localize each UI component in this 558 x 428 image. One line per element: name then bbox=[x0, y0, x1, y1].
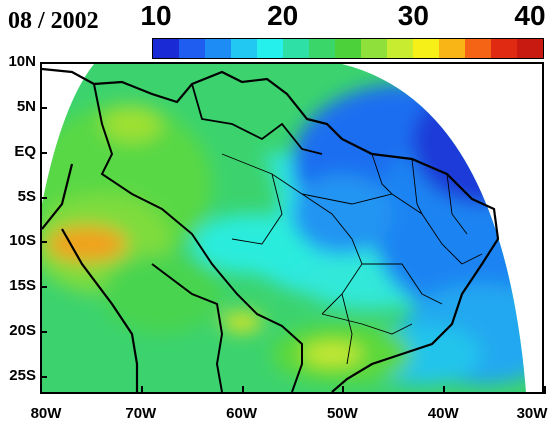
longitude-tick bbox=[241, 386, 244, 394]
colorbar bbox=[152, 38, 544, 59]
guianas-border bbox=[191, 83, 323, 155]
date-label: 08 / 2002 bbox=[8, 8, 99, 34]
latitude-label: 25S bbox=[9, 367, 36, 385]
longitude-tick bbox=[443, 386, 446, 394]
colorbar-tick-label: 20 bbox=[267, 0, 299, 31]
longitude-label: 70W bbox=[125, 405, 157, 422]
longitude-tick bbox=[544, 386, 546, 394]
states bbox=[221, 153, 483, 365]
latitude-label: EQ bbox=[14, 142, 36, 160]
latitude-label: 15S bbox=[9, 277, 36, 295]
latitude-tick bbox=[40, 106, 47, 109]
longitude-tick bbox=[40, 386, 42, 394]
longitude-label: 50W bbox=[326, 405, 358, 422]
andes-border bbox=[93, 83, 303, 392]
latitude-label: 10N bbox=[8, 53, 36, 70]
bolivia-border bbox=[151, 263, 224, 392]
colorbar-tick-label: 40 bbox=[514, 0, 546, 31]
latitude-label: 10S bbox=[9, 232, 36, 250]
borders bbox=[42, 67, 500, 392]
latitude-label: 5N bbox=[16, 97, 36, 115]
longitude-tick bbox=[140, 386, 143, 394]
longitude-label: 40W bbox=[427, 405, 459, 422]
coastline bbox=[42, 67, 500, 392]
latitude-tick bbox=[40, 62, 47, 64]
latitude-tick bbox=[40, 241, 47, 244]
longitude-tick bbox=[342, 386, 345, 394]
map-svg bbox=[42, 64, 542, 392]
latitude-tick bbox=[40, 196, 47, 199]
latitude-tick bbox=[40, 151, 47, 154]
latitude-tick bbox=[40, 376, 47, 379]
colorbar-tick-label: 30 bbox=[397, 0, 429, 31]
latitude-tick bbox=[40, 331, 47, 334]
longitude-label: 80W bbox=[30, 405, 62, 422]
longitude-label: 30W bbox=[516, 405, 548, 422]
latitude-label: 5S bbox=[17, 187, 36, 205]
latitude-label: 20S bbox=[9, 322, 36, 340]
latitude-tick bbox=[40, 286, 47, 289]
pacific-coast bbox=[42, 163, 139, 392]
colorbar-tick-label: 10 bbox=[140, 0, 172, 31]
map-frame bbox=[40, 62, 544, 394]
longitude-label: 60W bbox=[226, 405, 258, 422]
